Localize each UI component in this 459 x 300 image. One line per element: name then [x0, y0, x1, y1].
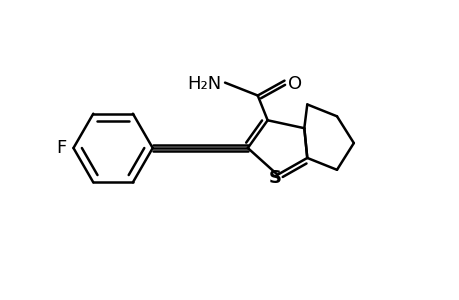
- Text: O: O: [288, 75, 302, 93]
- Text: S: S: [269, 169, 281, 187]
- Text: H₂N: H₂N: [186, 75, 221, 93]
- Text: F: F: [56, 139, 67, 157]
